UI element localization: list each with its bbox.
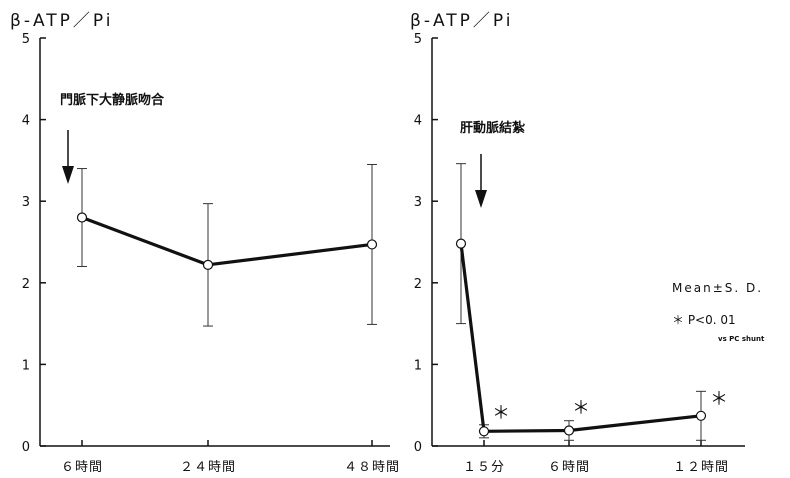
right-x-tick-label: １５分 <box>463 460 505 475</box>
right-plot-area <box>455 163 707 441</box>
left-x-ticks: ６時間 ２４時間 ４８時間 <box>61 440 400 475</box>
right-y-tick-label: 1 <box>414 358 422 373</box>
left-data-point <box>202 259 214 270</box>
left-x-tick-label: ６時間 <box>61 460 103 475</box>
significance-asterisk: ＊ <box>572 398 590 419</box>
significance-asterisk: ＊ <box>492 403 510 424</box>
right-series-line <box>459 243 702 433</box>
right-y-tick-label: 5 <box>414 32 422 47</box>
left-y-ticks: 0 1 2 3 4 5 <box>22 32 46 455</box>
right-y-ticks: 0 1 2 3 4 5 <box>414 32 438 455</box>
right-y-tick-label: 3 <box>414 195 422 210</box>
right-x-ticks: １５分 ６時間 １２時間 <box>463 440 729 475</box>
right-chart-title: β-ATP／Pi <box>410 11 514 31</box>
left-arrow-icon <box>62 130 74 184</box>
left-y-tick-label: 4 <box>22 114 30 129</box>
left-panel: β-ATP／Pi 0 1 2 3 4 5 ６時間 ２４時間 ４８時間 門脈下大静脈吻合 <box>10 11 400 475</box>
left-y-tick-label: 1 <box>22 358 30 373</box>
significance-marks: ＊ ＊ ＊ <box>492 389 728 424</box>
left-annotation: 門脈下大静脈吻合 <box>60 92 165 108</box>
legend-mean-sd: Mean±S. D. <box>672 281 763 295</box>
left-x-tick-label: ４８時間 <box>344 460 400 475</box>
right-data-point <box>563 425 575 436</box>
right-x-tick-label: ６時間 <box>548 460 590 475</box>
left-y-tick-label: 3 <box>22 195 30 210</box>
right-data-point <box>455 238 467 249</box>
right-annotation: 肝動脈結紮 <box>460 120 525 136</box>
left-data-point <box>366 239 378 250</box>
significance-asterisk: ＊ <box>710 389 728 410</box>
right-data-point <box>695 410 707 421</box>
right-arrow-icon <box>475 154 487 208</box>
left-chart-title: β-ATP／Pi <box>10 11 114 31</box>
left-data-point <box>76 212 88 223</box>
left-y-tick-label: 2 <box>22 277 30 292</box>
right-y-tick-label: 0 <box>414 440 422 455</box>
legend-comparison: vs PC shunt <box>718 335 765 343</box>
legend-p-value: ＊ P<0. 01 <box>672 313 736 327</box>
left-series-line <box>81 216 373 267</box>
right-data-point <box>478 426 490 437</box>
left-y-tick-label: 0 <box>22 440 30 455</box>
left-y-tick-label: 5 <box>22 32 30 47</box>
right-x-tick-label: １２時間 <box>673 460 729 475</box>
left-plot-area <box>76 163 378 327</box>
left-x-tick-label: ２４時間 <box>180 460 236 475</box>
right-y-tick-label: 2 <box>414 277 422 292</box>
right-y-tick-label: 4 <box>414 114 422 129</box>
right-panel: β-ATP／Pi 0 1 2 3 4 5 １５分 ６時間 １２時間 肝動脈結紮 ＊ ＊ ＊ Mea… <box>410 11 765 475</box>
